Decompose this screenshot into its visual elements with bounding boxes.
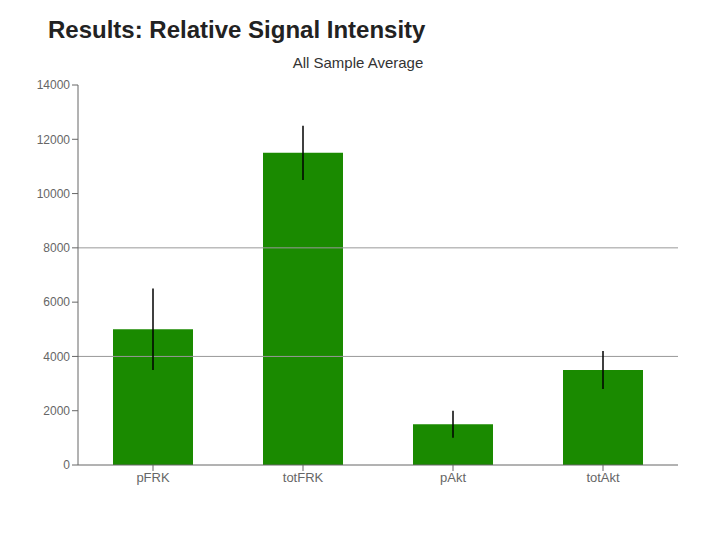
- svg-text:pAkt: pAkt: [440, 470, 466, 485]
- html-text:All Sample Average: All Sample Average: [292, 54, 424, 71]
- svg-text:6000: 6000: [43, 295, 70, 309]
- svg-text:4000: 4000: [43, 350, 70, 364]
- svg-text:12000: 12000: [37, 133, 71, 147]
- html-text:Results: Relative Signal Inten: Results: Relative Signal Intensity: [48, 16, 426, 43]
- svg-text:totFRK: totFRK: [283, 470, 324, 485]
- svg-text:14000: 14000: [37, 78, 71, 92]
- svg-text:10000: 10000: [37, 187, 71, 201]
- svg-text:totAkt: totAkt: [586, 470, 620, 485]
- svg-text:0: 0: [63, 458, 70, 472]
- svg-text:pFRK: pFRK: [136, 470, 170, 485]
- svg-text:2000: 2000: [43, 404, 70, 418]
- svg-text:8000: 8000: [43, 241, 70, 255]
